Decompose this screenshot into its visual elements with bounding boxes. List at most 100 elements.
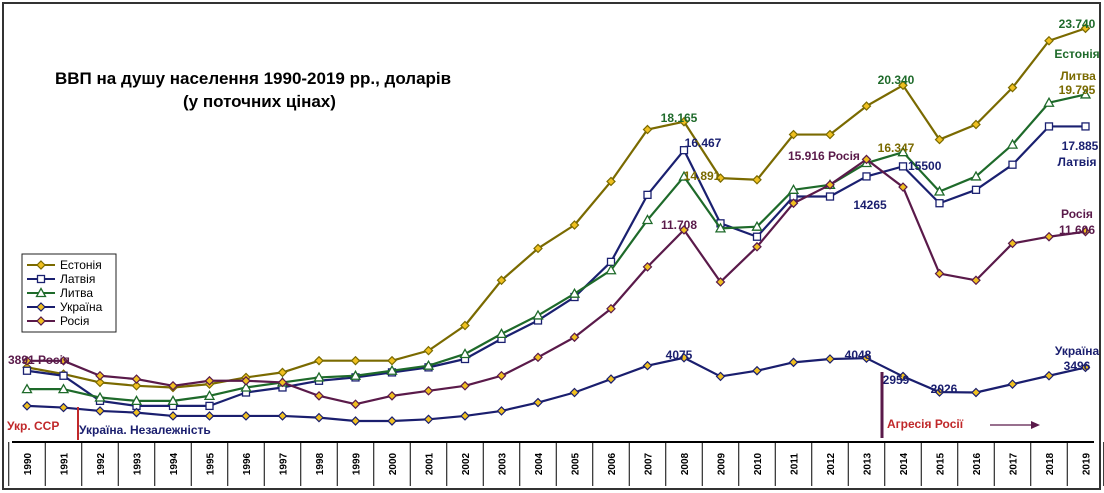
data-point	[422, 359, 435, 370]
data-point	[314, 391, 324, 401]
data-point	[678, 170, 690, 181]
data-point	[569, 220, 580, 230]
data-point	[131, 380, 142, 391]
data-point	[642, 124, 653, 135]
x-tick-label: 1995	[206, 452, 217, 475]
x-tick-label: 2014	[899, 452, 910, 475]
data-point	[240, 381, 252, 392]
data-point	[788, 357, 799, 368]
x-tick-label: 2003	[498, 452, 509, 475]
legend-marker	[36, 316, 46, 326]
x-tick-label: 2016	[972, 452, 983, 475]
legend-item: Латвія	[27, 272, 95, 286]
data-point	[423, 385, 434, 396]
data-point	[277, 367, 288, 378]
data-point	[897, 146, 909, 157]
data-label: 15.916 Росія	[788, 149, 860, 163]
x-tick-label: 2009	[717, 452, 728, 475]
data-point	[935, 199, 944, 208]
data-point	[1079, 88, 1092, 99]
data-point	[387, 416, 397, 426]
data-point	[715, 371, 726, 382]
data-point	[495, 328, 508, 339]
data-point	[898, 162, 908, 171]
data-point	[59, 371, 68, 380]
data-point	[1007, 379, 1018, 389]
data-label: 23.740	[1059, 17, 1096, 31]
x-tick-label: 1992	[96, 452, 107, 475]
x-tick-label: 2011	[790, 453, 801, 475]
legend-item: Естонія	[27, 258, 102, 272]
data-point	[714, 222, 727, 233]
data-point	[787, 183, 800, 194]
x-tick-label: 1998	[315, 452, 326, 475]
data-point	[788, 129, 799, 140]
legend-marker	[36, 260, 46, 270]
event-layer: Укр. ССР Україна. Незалежність Агресія Рос…	[7, 372, 1040, 440]
data-point	[277, 411, 288, 421]
data-point	[350, 399, 361, 410]
x-tick-label: 1997	[279, 452, 290, 475]
data-point	[533, 397, 543, 408]
data-point	[203, 390, 216, 401]
data-point	[423, 345, 434, 356]
data-point	[168, 411, 178, 421]
data-point	[205, 401, 214, 411]
data-point	[825, 192, 835, 201]
data-point	[241, 375, 251, 386]
annotation-layer: 3891 Росія 18.165 16.467 14.891 11.708 4075 20…	[8, 17, 1100, 396]
legend-item: Україна	[27, 300, 103, 314]
x-axis: 1990 1991 1992 1993 1994 1995 1996 1997 1998 1999…	[8, 441, 1104, 486]
data-point	[496, 370, 507, 381]
data-point	[95, 370, 105, 381]
data-point	[1044, 122, 1054, 131]
legend-item: Литва	[27, 286, 93, 300]
data-point	[387, 355, 397, 366]
data-point	[606, 257, 616, 267]
series-line	[26, 125, 1086, 407]
x-tick-label: 1990	[23, 452, 34, 475]
data-point	[350, 355, 361, 366]
data-point	[314, 412, 324, 423]
data-point	[605, 264, 617, 275]
data-label: 3891 Росія	[8, 353, 70, 367]
chart-subtitle: (у поточних цінах)	[183, 92, 336, 111]
data-point	[1080, 226, 1091, 237]
series-line	[26, 356, 1086, 423]
legend-label: Латвія	[60, 272, 95, 286]
data-point	[861, 353, 872, 364]
data-point	[58, 355, 69, 366]
legend-marker	[36, 302, 46, 312]
data-point	[569, 387, 580, 398]
legend-marker	[36, 274, 46, 284]
data-point	[825, 179, 835, 190]
data-point	[460, 320, 470, 331]
data-point	[752, 174, 762, 185]
data-point	[277, 377, 288, 388]
x-tick-label: 2005	[571, 452, 582, 475]
data-point	[532, 309, 544, 320]
data-point	[496, 275, 507, 286]
data-label: 18.165	[661, 111, 698, 125]
data-point	[459, 348, 471, 359]
x-tick-label: 1994	[169, 452, 180, 475]
data-point	[934, 134, 945, 145]
x-tick-label: 2002	[461, 452, 472, 475]
data-point	[1007, 82, 1018, 93]
data-point	[314, 355, 324, 366]
data-point	[58, 402, 69, 413]
x-tick-label: 1996	[242, 452, 253, 475]
data-label: Латвія	[1058, 155, 1097, 169]
x-tick-label: 2000	[388, 452, 399, 475]
data-point	[679, 116, 689, 127]
data-point	[130, 395, 143, 406]
x-tick-label: 2019	[1082, 452, 1093, 475]
data-point	[57, 383, 70, 394]
x-tick-label: 2012	[826, 452, 837, 475]
x-tick-label: 2010	[753, 452, 764, 475]
x-tick-label: 2008	[680, 452, 691, 475]
data-point	[933, 185, 946, 196]
